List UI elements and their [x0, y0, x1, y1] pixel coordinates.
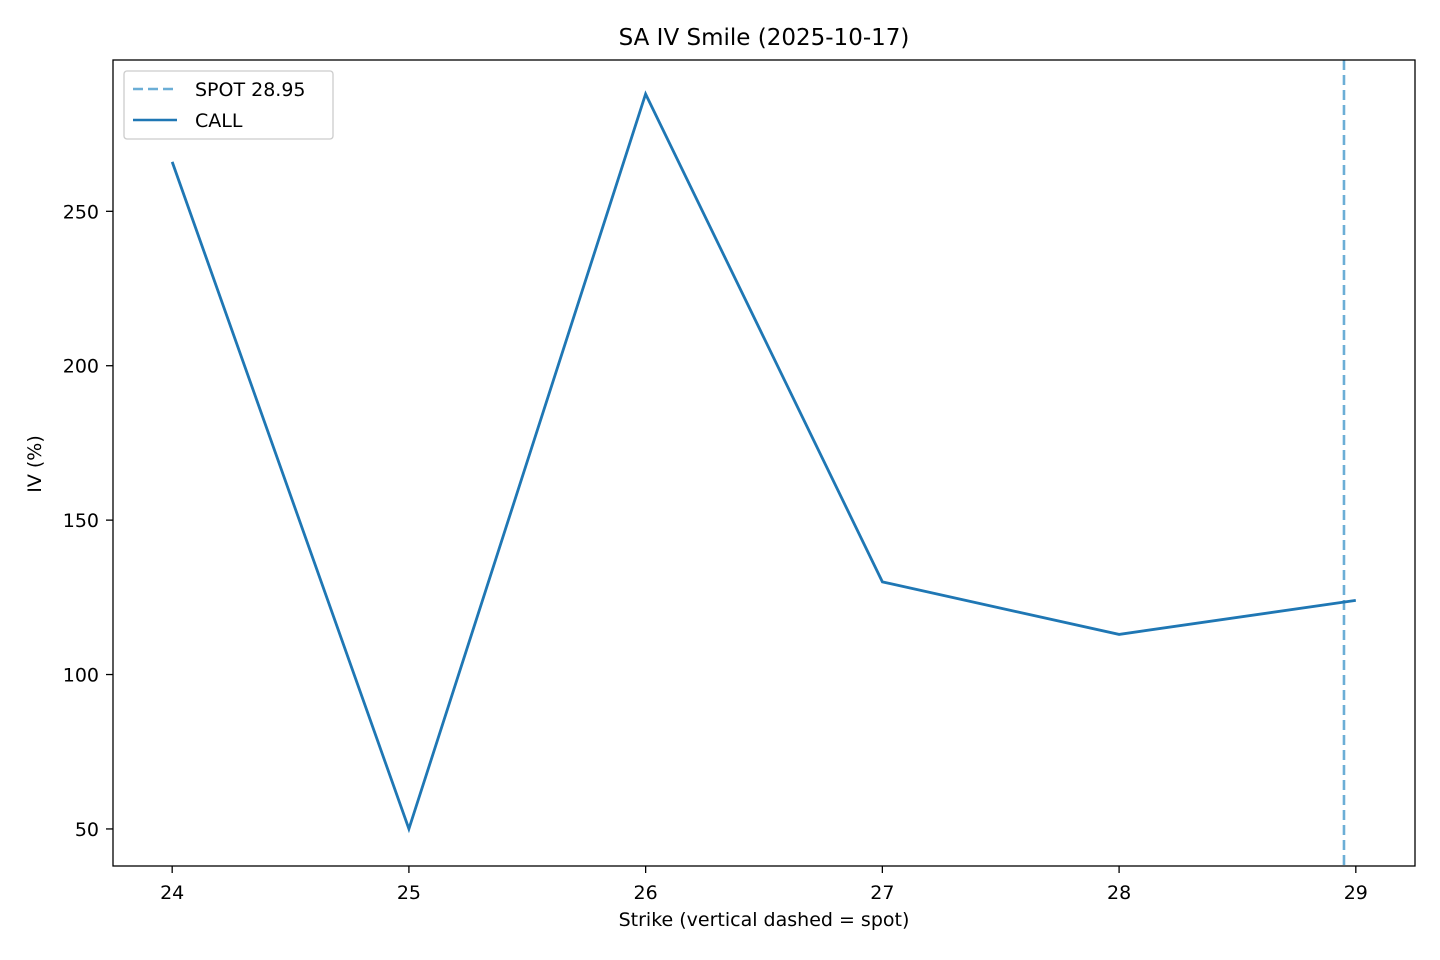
- x-tick-label: 26: [634, 882, 658, 904]
- x-axis-label: Strike (vertical dashed = spot): [619, 909, 910, 931]
- legend: SPOT 28.95 CALL: [123, 70, 334, 140]
- legend-label-call: CALL: [195, 110, 243, 132]
- legend-label-spot: SPOT 28.95: [195, 79, 306, 101]
- y-tick-label: 150: [63, 510, 99, 532]
- x-tick-label: 25: [397, 882, 421, 904]
- y-tick-label: 200: [63, 356, 99, 378]
- y-axis-label: IV (%): [24, 435, 46, 493]
- y-axis-ticks: 50 100 150 200 250: [63, 201, 113, 841]
- x-tick-label: 28: [1107, 882, 1131, 904]
- x-tick-label: 29: [1344, 882, 1368, 904]
- legend-box: [123, 70, 334, 140]
- x-tick-label: 24: [160, 882, 184, 904]
- x-axis-ticks: 24 25 26 27 28 29: [160, 866, 1368, 904]
- y-tick-label: 50: [75, 819, 99, 841]
- y-tick-label: 250: [63, 201, 99, 223]
- plot-area: [170, 60, 1356, 866]
- chart-title: SA IV Smile (2025-10-17): [619, 25, 910, 51]
- x-tick-label: 27: [870, 882, 894, 904]
- plot-frame: [112, 59, 1416, 867]
- y-tick-label: 100: [63, 665, 99, 687]
- series-line-call: [170, 90, 1356, 834]
